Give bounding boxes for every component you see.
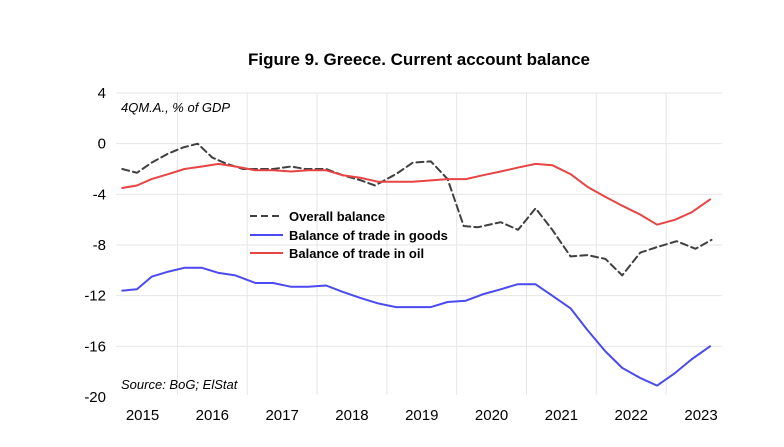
y-tick-label: 0 — [98, 136, 106, 153]
chart-title: Figure 9. Greece. Current account balanc… — [248, 50, 590, 69]
x-tick-label: 2021 — [545, 407, 578, 424]
grid — [116, 92, 722, 395]
x-tick-label: 2019 — [405, 407, 438, 424]
series-balance-of-trade-in-oil — [121, 162, 712, 226]
x-axis-ticks: 2015 2016 2017 2018 2019 2020 2021 2022 2023 — [126, 407, 718, 424]
y-tick-label: -4 — [93, 186, 106, 203]
y-axis-ticks: 4 0 -4 -8 -12 -16 -20 — [84, 85, 106, 406]
y-tick-label: 4 — [98, 85, 106, 102]
legend: Overall balance Balance of trade in good… — [250, 209, 448, 261]
series-line-overall-balance — [121, 142, 713, 277]
y-tick-label: -20 — [84, 389, 106, 406]
y-tick-label: -8 — [93, 237, 106, 254]
legend-label-overall-balance: Overall balance — [289, 209, 385, 224]
x-tick-label: 2022 — [615, 407, 648, 424]
series-balance-of-trade-in-goods — [121, 266, 712, 387]
x-tick-label: 2017 — [265, 407, 298, 424]
series-line-balance-of-trade-in-goods — [121, 266, 712, 387]
series-group — [121, 142, 713, 387]
legend-label-trade-in-goods: Balance of trade in goods — [289, 228, 448, 243]
x-tick-label: 2020 — [475, 407, 508, 424]
series-line-balance-of-trade-in-oil — [121, 162, 712, 226]
x-tick-label: 2016 — [196, 407, 229, 424]
x-tick-label: 2018 — [335, 407, 368, 424]
y-tick-label: -12 — [84, 288, 106, 305]
y-tick-label: -16 — [84, 338, 106, 355]
series-overall-balance — [121, 142, 713, 277]
unit-note: 4QM.A., % of GDP — [121, 100, 230, 115]
source-note: Source: BoG; ElStat — [121, 377, 239, 392]
x-tick-label: 2023 — [684, 407, 717, 424]
legend-label-trade-in-oil: Balance of trade in oil — [289, 246, 424, 261]
x-tick-label: 2015 — [126, 407, 159, 424]
